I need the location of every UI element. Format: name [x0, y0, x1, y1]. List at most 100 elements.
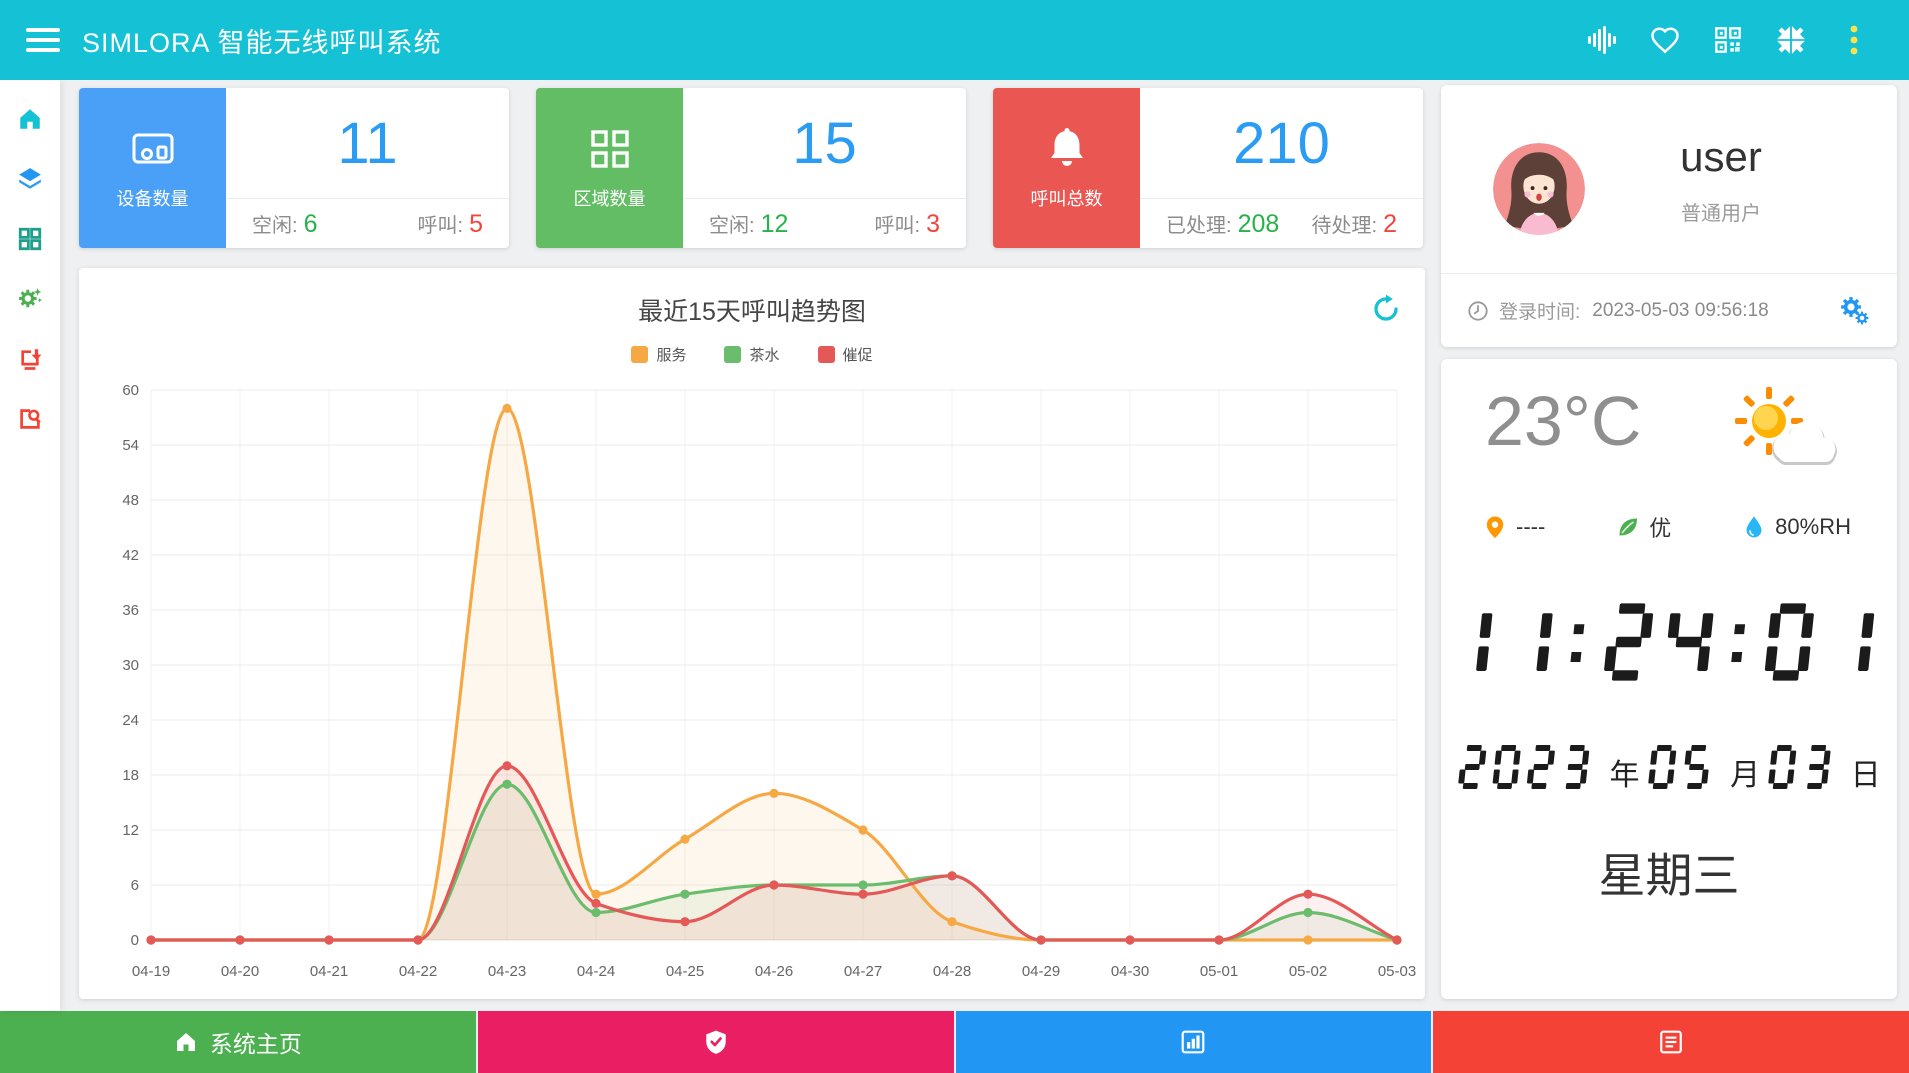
location-pin-icon: [1486, 516, 1504, 538]
handled-stat: 已处理: 208: [1166, 209, 1280, 238]
leaf-icon: [1619, 518, 1638, 536]
svg-text:05-03: 05-03: [1378, 963, 1416, 980]
svg-text:04-22: 04-22: [399, 963, 437, 980]
sidebar-item-image-audit[interactable]: [17, 406, 43, 432]
digital-date-number: [1767, 743, 1844, 796]
device-count-iconbox: 设备数量: [79, 88, 226, 248]
sidebar-item-export[interactable]: [17, 346, 43, 372]
svg-text:12: 12: [122, 822, 139, 839]
shield-check-icon: [705, 1030, 726, 1054]
svg-text:48: 48: [122, 492, 139, 509]
device-terminal-icon: [132, 133, 173, 164]
humidity-value: 80%RH: [1775, 514, 1851, 539]
svg-text:05-02: 05-02: [1289, 963, 1327, 980]
area-count-value: 15: [792, 110, 857, 176]
sidebar-item-home[interactable]: [17, 106, 43, 132]
svg-text:04-21: 04-21: [310, 963, 348, 980]
more-kebab-icon[interactable]: [1839, 25, 1869, 55]
digital-clock: [1441, 597, 1897, 687]
call-total-card: 呼叫总数 210 已处理: 208 待处理: 2: [993, 88, 1423, 248]
legend-label: 催促: [842, 347, 873, 364]
settings-gears-icon[interactable]: [1837, 294, 1871, 328]
bottom-tab-security[interactable]: [477, 1011, 954, 1073]
digital-date-unit: 年: [1609, 759, 1640, 792]
trend-chart-svg: 0 6 12 18 24 30 36 42 48 54 60 04-19 04-20 04-21 04-22…: [122, 382, 1416, 980]
legend-swatch: [724, 346, 742, 363]
legend-item-服务[interactable]: 服务: [631, 344, 686, 365]
svg-text:04-30: 04-30: [1111, 963, 1149, 980]
svg-text:04-26: 04-26: [755, 963, 793, 980]
legend-swatch: [631, 346, 649, 363]
calling-stat: 呼叫: 3: [874, 209, 940, 238]
qr-code-icon[interactable]: [1713, 25, 1743, 55]
sun-behind-cloud-icon: [1721, 383, 1849, 483]
weather-card: 23°C: [1441, 359, 1897, 999]
login-time-row: 登录时间: 2023-05-03 09:56:18: [1441, 274, 1897, 347]
bottom-tab-home[interactable]: 系统主页: [0, 1011, 476, 1073]
digital-date-number: [1647, 743, 1724, 796]
card-label: 呼叫总数: [1030, 189, 1103, 209]
bottom-bar: 系统主页: [0, 1011, 1909, 1073]
compress-icon[interactable]: [1776, 25, 1806, 55]
svg-text:04-29: 04-29: [1022, 963, 1060, 980]
app-title: SIMLORA 智能无线呼叫系统: [82, 27, 442, 58]
refresh-icon[interactable]: [1371, 294, 1401, 324]
svg-text:04-25: 04-25: [666, 963, 704, 980]
digital-date-unit: 月: [1730, 759, 1761, 792]
digital-date-unit: 日: [1850, 759, 1881, 792]
weather-details-row: ---- 优 80%RH: [1441, 511, 1897, 543]
digital-date-number: [1457, 743, 1602, 796]
legend-label: 茶水: [749, 347, 780, 364]
bar-chart-icon: [1182, 1030, 1205, 1054]
chart-legend: 服务 茶水 催促: [79, 344, 1425, 365]
header-icons: [1587, 0, 1869, 80]
legend-swatch: [817, 346, 835, 363]
avatar[interactable]: [1493, 143, 1585, 235]
svg-text:18: 18: [122, 767, 139, 784]
digital-date: 年月日: [1441, 743, 1897, 796]
legend-item-茶水[interactable]: 茶水: [724, 344, 780, 365]
svg-text:60: 60: [122, 382, 139, 399]
location-item: ----: [1483, 514, 1545, 540]
humidity-item: 80%RH: [1742, 514, 1851, 540]
svg-text:6: 6: [131, 877, 139, 894]
temperature: 23°C: [1485, 382, 1642, 460]
svg-text:30: 30: [122, 657, 139, 674]
home-icon: [176, 1033, 195, 1051]
trend-chart-panel: 最近15天呼叫趋势图 服务 茶水 催促 0 6 12 18 24 30 36 42 48 54 60 04…: [79, 268, 1425, 999]
svg-text:0: 0: [131, 932, 139, 949]
voice-waveform-icon[interactable]: [1587, 25, 1617, 55]
login-time-value: 2023-05-03 09:56:18: [1592, 299, 1769, 321]
clock-icon: [1468, 300, 1488, 321]
user-role: 普通用户: [1681, 203, 1761, 225]
svg-text:04-28: 04-28: [933, 963, 971, 980]
svg-text:36: 36: [122, 602, 139, 619]
air-quality-item: 优: [1616, 511, 1671, 543]
idle-stat: 空闲: 6: [252, 209, 318, 238]
area-count-card: 区域数量 15 空闲: 12 呼叫: 3: [536, 88, 966, 248]
svg-text:04-27: 04-27: [844, 963, 882, 980]
pending-stat: 待处理: 2: [1311, 209, 1397, 238]
bottom-tab-records[interactable]: [1433, 1011, 1909, 1073]
svg-text:04-24: 04-24: [577, 963, 615, 980]
sidebar-item-modules[interactable]: [17, 226, 43, 252]
form-list-icon: [1660, 1030, 1682, 1054]
header: SIMLORA 智能无线呼叫系统: [0, 0, 1909, 80]
sidebar-item-layers[interactable]: [17, 166, 43, 192]
sidebar-item-settings[interactable]: [17, 286, 43, 312]
device-count-value: 11: [337, 110, 398, 176]
air-quality-value: 优: [1649, 516, 1672, 541]
alarm-bell-icon: [1050, 128, 1083, 166]
water-drop-icon: [1746, 516, 1762, 538]
heart-icon[interactable]: [1650, 25, 1680, 55]
svg-text:04-19: 04-19: [132, 963, 170, 980]
card-label: 设备数量: [116, 189, 189, 209]
weekday: 星期三: [1598, 849, 1740, 902]
legend-item-催促[interactable]: 催促: [817, 344, 873, 365]
svg-text:54: 54: [122, 437, 139, 454]
menu-toggle-icon[interactable]: [26, 28, 60, 52]
svg-text:04-20: 04-20: [221, 963, 259, 980]
bottom-tab-statistics[interactable]: [955, 1011, 1432, 1073]
user-card: user 普通用户 登录时间: 2023-05-03 09:56:18: [1441, 85, 1897, 347]
